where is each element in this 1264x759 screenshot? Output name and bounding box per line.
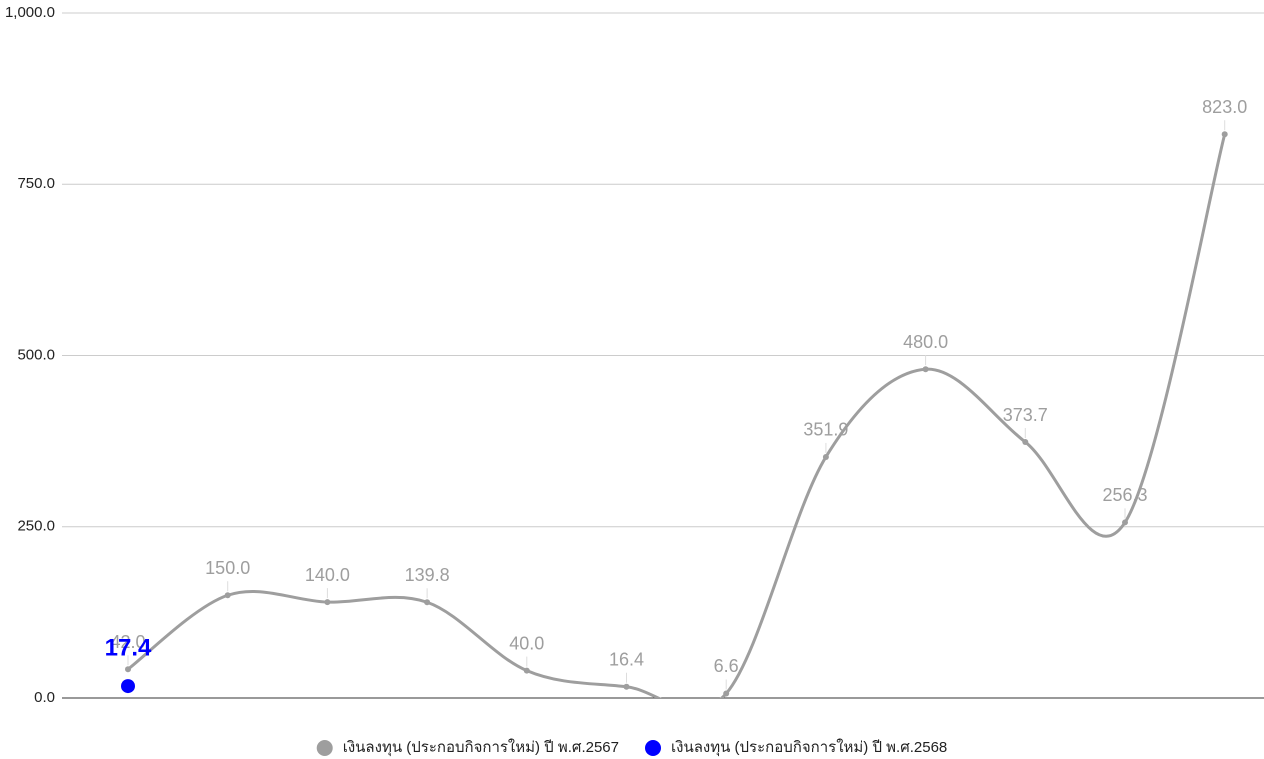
legend-label: เงินลงทุน (ประกอบกิจการใหม่) ปี พ.ศ.2568: [671, 738, 947, 757]
data-label: 373.7: [1003, 405, 1048, 425]
data-point: [424, 599, 431, 606]
y-tick-label: 0.0: [34, 689, 55, 706]
y-tick-label: 500.0: [17, 346, 55, 363]
data-point: [922, 366, 929, 373]
legend-marker: [645, 740, 661, 756]
data-point: [224, 592, 231, 599]
data-label: 40.0: [509, 633, 544, 653]
data-point: [1221, 131, 1228, 138]
data-point: [523, 667, 530, 674]
data-label: 139.8: [405, 565, 450, 585]
legend-label: เงินลงทุน (ประกอบกิจการใหม่) ปี พ.ศ.2567: [343, 738, 619, 757]
data-label: 140.0: [305, 565, 350, 585]
y-tick-label: 1,000.0: [5, 4, 55, 21]
data-label: 351.9: [803, 420, 848, 440]
data-point: [1122, 519, 1128, 526]
data-point: [324, 599, 331, 606]
data-point: [623, 683, 630, 690]
data-point: [822, 453, 829, 460]
data-point: [1022, 439, 1029, 446]
y-tick-label: 750.0: [17, 175, 55, 192]
data-label: 16.4: [609, 650, 644, 670]
data-label: 823.0: [1202, 97, 1247, 117]
data-point: [121, 679, 135, 694]
data-label: 42.0: [110, 632, 145, 652]
data-label: 17.4: [105, 634, 152, 661]
data-label: 480.0: [903, 332, 948, 352]
data-label: 150.0: [205, 558, 250, 578]
series-line: [127, 133, 1227, 698]
data-label: 6.6: [714, 656, 739, 676]
data-label: 256.3: [1102, 485, 1147, 505]
legend-marker: [316, 740, 333, 756]
data-point: [723, 690, 730, 697]
y-tick-label: 250.0: [17, 518, 55, 535]
data-point: [125, 666, 131, 673]
legend: เงินลงทุน (ประกอบกิจการใหม่) ปี พ.ศ.2567…: [316, 738, 947, 757]
